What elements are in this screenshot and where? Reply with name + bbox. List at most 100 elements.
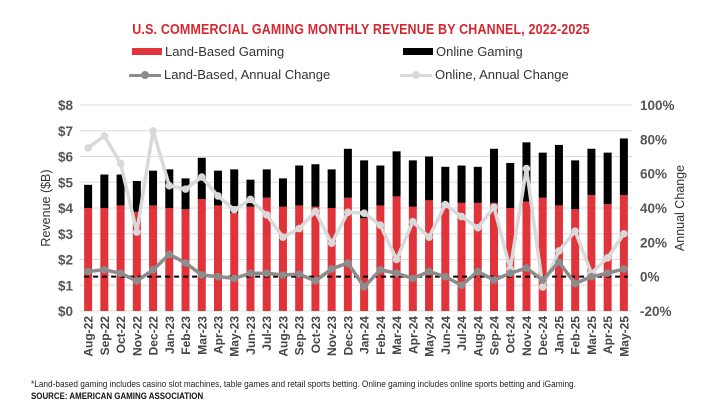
bar-land-based-gaming-may-24 [425,200,434,311]
point-land-based-annual-change-dec-23 [344,259,352,267]
bar-online-gaming-nov-23 [327,169,336,208]
x-tick-label: May-23 [228,316,242,357]
point-land-based-annual-change-nov-22 [133,277,141,285]
point-online-annual-change-nov-22 [133,228,141,236]
y2-tick-label: 100% [640,98,675,113]
x-tick-label: Oct-22 [114,316,128,354]
bar-land-based-gaming-aug-22 [84,208,93,311]
bar-land-based-gaming-jan-23 [165,208,174,311]
x-tick-label: Sep-23 [293,316,307,356]
point-land-based-annual-change-feb-25 [571,279,579,288]
x-tick-label: Jan-25 [552,316,566,354]
y2-axis-label: Annual Change [673,165,687,251]
point-land-based-annual-change-feb-24 [376,266,385,274]
y-axis-label: Revenue ($B) [39,169,53,246]
x-tick-label: Aug-22 [82,316,96,357]
bar-land-based-gaming-dec-24 [538,197,547,311]
legend-item-land-based: Land-Based Gaming [132,44,284,59]
legend-swatch-online-change [400,70,432,80]
legend-swatch-land-based-change [129,70,161,80]
bar-land-based-gaming-feb-24 [376,205,385,311]
bar-online-gaming-jun-23 [246,179,255,207]
bar-online-gaming-jul-24 [457,165,466,203]
bar-online-gaming-oct-22 [116,174,125,206]
bar-online-gaming-may-24 [425,156,434,201]
point-land-based-annual-change-jul-24 [457,281,466,290]
point-land-based-annual-change-jun-23 [246,269,255,278]
x-tick-label: Nov-22 [130,316,144,356]
x-tick-label: Oct-23 [309,316,323,354]
bar-land-based-gaming-feb-25 [571,209,580,311]
point-land-based-annual-change-jun-24 [441,272,450,281]
line-land-based-annual-change [87,252,625,289]
bar-land-based-gaming-aug-24 [473,202,482,311]
bar-land-based-gaming-sep-23 [295,205,304,311]
legend-swatch-land-based [132,48,162,55]
y-tick-label: $5 [58,175,74,190]
x-tick-label: May-25 [617,316,631,357]
point-online-annual-change-dec-24 [538,283,547,291]
x-tick-label: Sep-22 [98,316,112,356]
bar-online-gaming-dec-22 [149,170,158,206]
x-tick-label: May-24 [423,316,437,357]
bar-land-based-gaming-jul-24 [457,202,466,311]
bar-land-based-gaming-oct-22 [116,205,125,311]
x-axis: Aug-22 Sep-22 Oct-22 Nov-22 Dec-22 Jan-23 Feb-… [82,316,632,357]
x-tick-label: Feb-24 [374,316,388,355]
point-online-annual-change-mar-24 [392,255,401,264]
x-tick-label: Apr-24 [406,316,420,354]
x-tick-label: Nov-23 [325,316,339,356]
bar-online-gaming-apr-24 [408,160,417,207]
point-land-based-annual-change-oct-22 [116,269,125,278]
y2-tick-label: 80% [640,132,667,147]
point-online-annual-change-aug-24 [473,223,482,232]
bar-online-gaming-oct-24 [506,162,515,208]
x-tick-label: Jun-23 [244,316,258,355]
point-online-annual-change-nov-23 [327,239,336,247]
line-online-annual-change [87,129,626,289]
y-tick-label: $8 [58,98,74,113]
point-online-annual-change-aug-23 [279,233,287,241]
x-tick-label: Mar-23 [195,316,209,355]
bar-online-gaming-jan-25 [554,144,563,206]
bar-land-based-gaming-nov-24 [522,201,531,311]
point-land-based-annual-change-apr-25 [603,269,612,278]
point-land-based-annual-change-feb-23 [181,259,190,267]
x-tick-label: Dec-24 [536,316,550,356]
point-online-annual-change-may-25 [620,229,628,238]
bar-land-based-gaming-jan-24 [360,218,369,311]
point-land-based-annual-change-aug-22 [84,267,92,276]
y2-tick-label: 60% [640,167,667,182]
legend-item-land-based-change: Land-Based, Annual Change [129,67,330,82]
point-online-annual-change-apr-24 [409,217,417,226]
point-online-annual-change-jan-23 [165,181,174,190]
bar-online-gaming-mar-24 [392,151,401,197]
chart-plot: $0 $1 $2 $3 $4 $5 $6 $7 $8 -20% 0% 20% 40% 60% 80% 100… [39,98,687,357]
x-tick-label: Mar-25 [585,316,599,355]
x-tick-label: Sep-24 [488,316,502,356]
point-online-annual-change-aug-22 [84,144,92,152]
x-tick-label: Apr-23 [212,316,226,354]
legend-label: Land-Based, Annual Change [164,67,331,82]
bar-online-gaming-oct-23 [311,164,320,207]
bar-online-gaming-jun-24 [441,166,450,203]
bar-online-gaming-sep-23 [295,165,304,206]
bar-online-gaming-sep-22 [100,174,109,208]
bar-land-based-gaming-apr-23 [214,205,222,311]
bar-land-based-gaming-mar-25 [587,195,596,311]
bar-online-gaming-may-25 [619,138,628,196]
point-online-annual-change-sep-24 [490,203,498,211]
point-online-annual-change-jan-24 [360,209,368,217]
point-online-annual-change-apr-25 [603,253,612,262]
bar-land-based-gaming-jun-23 [246,206,255,311]
bar-online-gaming-jul-23 [262,169,271,198]
point-online-annual-change-oct-23 [311,207,320,216]
point-land-based-annual-change-nov-24 [522,264,531,272]
bar-land-based-gaming-dec-23 [343,197,352,311]
y-axis-right: -20% 0% 20% 40% 60% 80% 100% [640,98,675,319]
point-online-annual-change-jun-23 [246,195,255,204]
point-land-based-annual-change-aug-24 [473,267,482,276]
bar-land-based-gaming-jan-25 [554,205,563,311]
bar-online-gaming-nov-22 [132,180,141,212]
legend-swatch-online [403,48,433,55]
